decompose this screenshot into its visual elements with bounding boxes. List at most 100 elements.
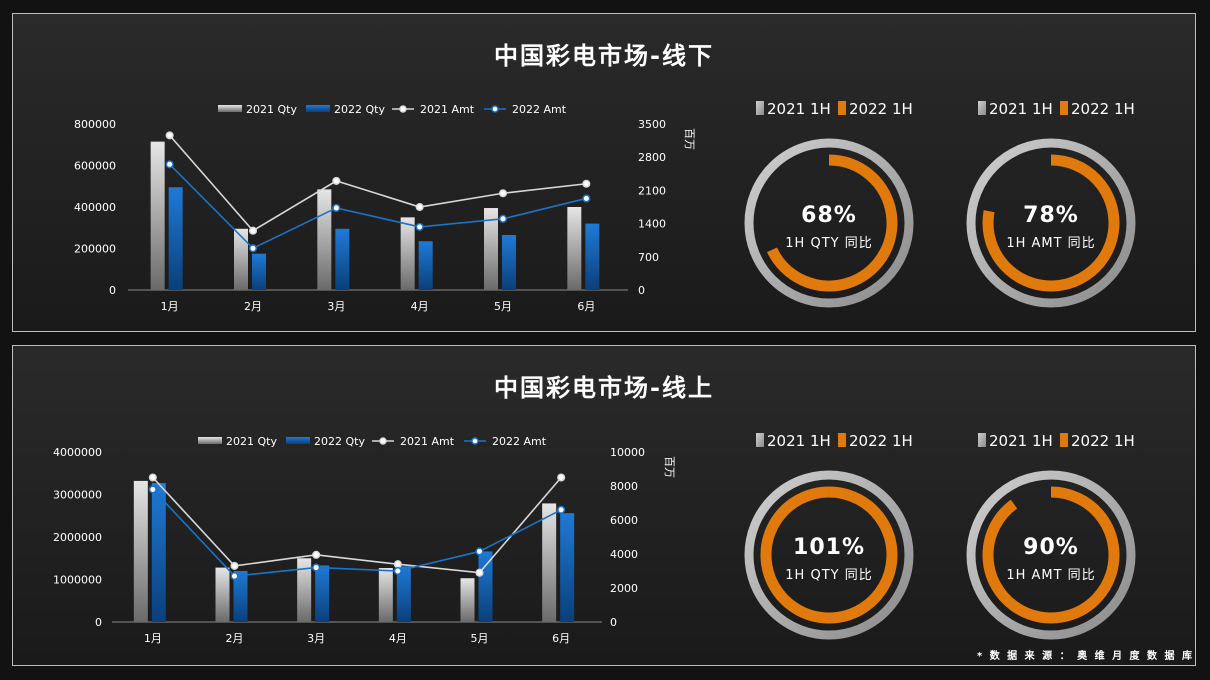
x-tick-label: 6月 — [552, 632, 570, 645]
legend-swatch-2022 — [1060, 433, 1068, 447]
donut-percent: 101% — [793, 535, 865, 560]
x-tick-label: 4月 — [411, 300, 429, 313]
donut-0: 2021 1H 2022 1H 68% 1H QTY 同比 — [744, 100, 914, 308]
bar-2022-qty — [502, 235, 516, 290]
point-2021-amt — [332, 176, 341, 185]
point-2022-amt — [312, 563, 321, 572]
bar-2022-qty — [233, 571, 248, 622]
y-right-unit: 百万 — [683, 128, 696, 150]
donut-percent: 78% — [1023, 203, 1079, 228]
point-2022-amt — [415, 222, 424, 231]
legend-swatch-2022 — [838, 101, 846, 115]
donut-legend-2022: 2022 1H — [849, 100, 913, 118]
legend-swatch-2022 — [838, 433, 846, 447]
donut-label: 1H QTY 同比 — [785, 568, 872, 583]
donut-outer-ring — [744, 138, 914, 308]
donut-0: 2021 1H 2022 1H 101% 1H QTY 同比 — [744, 432, 914, 640]
x-tick-label: 1月 — [161, 300, 179, 313]
point-2021-amt — [582, 179, 591, 188]
point-2021-amt — [557, 473, 566, 482]
donut-outer-ring — [744, 470, 914, 640]
point-2022-amt — [475, 547, 484, 556]
y-left-tick-label: 4000000 — [53, 446, 102, 459]
point-2022-amt — [248, 244, 258, 253]
legend-swatch — [471, 437, 479, 445]
bar-2022-qty — [252, 253, 266, 290]
y-left-tick-label: 400000 — [74, 201, 116, 214]
legend-label: 2022 Amt — [512, 103, 567, 116]
point-2022-amt — [165, 160, 174, 169]
donut-legend-2022: 2022 1H — [1071, 432, 1135, 450]
point-2022-amt — [557, 505, 566, 514]
bar-2022-qty — [585, 223, 600, 290]
legend-swatch — [379, 437, 387, 445]
data-source-note: * 数 据 来 源 ： 奥 维 月 度 数 据 库 — [976, 651, 1194, 662]
legend-label: 2022 Qty — [314, 435, 365, 448]
bar-2021-qty — [234, 228, 248, 290]
legend-swatch — [286, 437, 310, 444]
point-2021-amt — [248, 226, 258, 235]
bar-2021-qty — [150, 141, 165, 290]
x-tick-label: 3月 — [307, 632, 325, 645]
line-2022-amt — [152, 488, 562, 577]
donut-percent: 90% — [1023, 535, 1079, 560]
legend-label: 2021 Qty — [226, 435, 277, 448]
point-2021-amt — [165, 131, 174, 140]
y-right-tick-label: 10000 — [610, 446, 645, 459]
bar-2021-qty — [297, 558, 312, 622]
x-tick-label: 2月 — [226, 632, 244, 645]
donut-label: 1H QTY 同比 — [785, 236, 872, 251]
legend-label: 2022 Qty — [334, 103, 385, 116]
legend-swatch-2021 — [978, 101, 986, 115]
donut-legend-2021: 2021 1H — [767, 432, 831, 450]
bar-2021-qty — [317, 189, 332, 290]
legend-swatch — [491, 105, 499, 113]
bar-2021-qty — [215, 567, 230, 622]
y-right-tick-label: 2800 — [638, 151, 666, 164]
y-right-tick-label: 8000 — [610, 480, 638, 493]
bar-2021-qty — [542, 503, 557, 622]
chart-0: 0 200000 400000 600000 800000 0 700 1400 2100 280… — [74, 103, 696, 313]
point-2022-amt — [148, 485, 157, 494]
legend-label: 2021 Qty — [246, 103, 297, 116]
y-right-tick-label: 700 — [638, 251, 659, 264]
y-left-tick-label: 0 — [109, 284, 116, 297]
bar-2022-qty — [418, 241, 433, 290]
donut-value-arc — [760, 486, 898, 624]
donut-value-arc — [767, 154, 898, 292]
legend-swatch-2021 — [756, 101, 764, 115]
donut-percent: 68% — [801, 203, 857, 228]
x-tick-label: 5月 — [494, 300, 512, 313]
panel-title: 中国彩电市场-线上 — [494, 374, 714, 402]
point-2021-amt — [148, 473, 157, 482]
legend-swatch — [399, 105, 407, 113]
x-tick-label: 1月 — [144, 632, 162, 645]
y-right-tick-label: 2000 — [610, 582, 638, 595]
y-right-tick-label: 0 — [638, 284, 645, 297]
bar-2022-qty — [335, 228, 350, 290]
legend-swatch-2021 — [756, 433, 764, 447]
legend-label: 2022 Amt — [492, 435, 547, 448]
y-right-tick-label: 4000 — [610, 548, 638, 561]
legend-swatch-2021 — [978, 433, 986, 447]
bar-2021-qty — [133, 480, 148, 622]
donut-outer-ring — [966, 138, 1136, 308]
bar-2021-qty — [378, 568, 393, 622]
donut-label: 1H AMT 同比 — [1006, 236, 1095, 251]
bar-2022-qty — [315, 565, 330, 622]
donut-legend-2022: 2022 1H — [1071, 100, 1135, 118]
bar-2021-qty — [400, 217, 415, 290]
line-2021-amt — [169, 134, 587, 232]
y-left-tick-label: 1000000 — [53, 574, 102, 587]
donut-legend-2021: 2021 1H — [989, 100, 1053, 118]
bar-2021-qty — [567, 207, 582, 290]
donut-legend-2021: 2021 1H — [767, 100, 831, 118]
y-left-tick-label: 600000 — [74, 160, 116, 173]
y-right-tick-label: 3500 — [638, 118, 666, 131]
point-2021-amt — [230, 561, 239, 570]
y-right-tick-label: 0 — [610, 616, 617, 629]
y-right-tick-label: 1400 — [638, 218, 666, 231]
point-2021-amt — [498, 189, 508, 198]
panel-offline: 中国彩电市场-线下 — [12, 13, 1196, 332]
